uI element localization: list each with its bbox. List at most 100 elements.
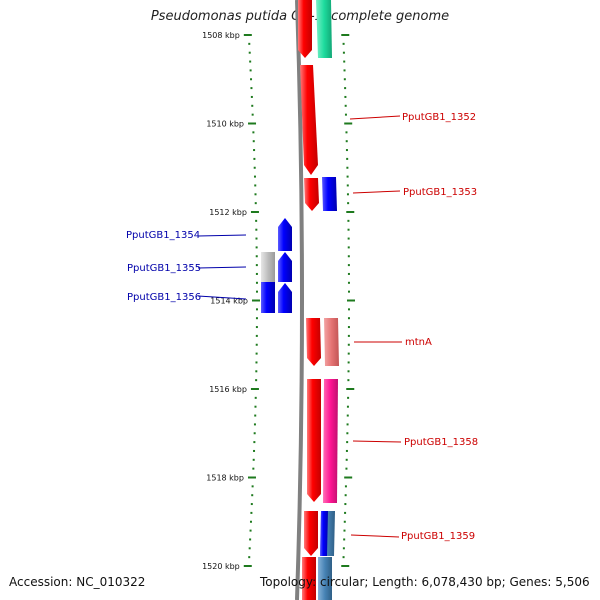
ruler-minor-tick xyxy=(255,219,258,222)
outer-minor-tick xyxy=(347,237,350,240)
ruler-minor-tick xyxy=(252,131,255,134)
outer-minor-tick xyxy=(344,95,347,98)
ruler-minor-tick xyxy=(253,432,256,435)
ruler-minor-tick xyxy=(253,175,256,178)
ruler-minor-tick xyxy=(249,69,252,72)
outer-minor-tick xyxy=(347,326,350,329)
gene-arrow[interactable] xyxy=(302,557,316,600)
outer-minor-tick xyxy=(347,202,350,205)
gene-label-pputgb1-1354[interactable]: PputGB1_1354 xyxy=(126,230,200,241)
ruler-major-tick xyxy=(247,476,256,479)
gene-arrow[interactable] xyxy=(278,252,292,282)
ruler-minor-tick xyxy=(255,334,258,337)
outer-minor-tick xyxy=(344,503,347,506)
ruler: 1508 kbp 1510 kbp 1512 kbp 1514 kbp 1516 kbp… xyxy=(202,31,260,571)
outer-major-tick xyxy=(344,476,353,479)
topology-text: Topology: circular; Length: 6,078,430 bp… xyxy=(260,575,590,589)
outer-minor-tick xyxy=(344,104,347,107)
outer-minor-tick xyxy=(346,414,349,417)
gene-label-pputgb1-1353[interactable]: PputGB1_1353 xyxy=(403,187,477,198)
outer-minor-tick xyxy=(346,405,349,408)
ruler-minor-tick xyxy=(248,556,251,559)
label-connector xyxy=(349,115,401,120)
outer-major-tick xyxy=(344,122,353,125)
ruler-minor-tick xyxy=(251,485,254,488)
ruler-minor-tick xyxy=(255,326,258,329)
outer-minor-tick xyxy=(343,529,346,532)
outer-minor-tick xyxy=(347,219,350,222)
outer-minor-tick xyxy=(347,317,350,320)
outer-minor-tick xyxy=(347,379,350,382)
ruler-minor-tick xyxy=(255,281,258,284)
outer-minor-tick xyxy=(343,60,346,63)
ruler-minor-tick xyxy=(248,42,251,45)
ruler-minor-tick xyxy=(251,113,254,116)
gene-arrow[interactable] xyxy=(307,379,321,502)
gene-block[interactable] xyxy=(261,252,275,282)
outer-minor-tick xyxy=(343,78,346,81)
gene-label-mtna[interactable]: mtnA xyxy=(405,337,432,348)
ruler-minor-tick xyxy=(253,441,256,444)
ruler-minor-tick xyxy=(255,228,258,231)
outer-minor-tick xyxy=(347,246,350,249)
ruler-minor-tick xyxy=(253,157,256,160)
ruler-tick-label: 1512 kbp xyxy=(209,208,247,217)
gene-arrow[interactable] xyxy=(304,178,319,211)
ruler-minor-tick xyxy=(254,396,257,399)
outer-minor-tick xyxy=(345,449,348,452)
ruler-minor-tick xyxy=(254,405,257,408)
gene-label-pputgb1-1359[interactable]: PputGB1_1359 xyxy=(401,531,475,542)
ruler-tick-label: 1520 kbp xyxy=(202,562,240,571)
outer-minor-tick xyxy=(342,547,345,550)
gene-block[interactable] xyxy=(261,282,275,313)
ruler-minor-tick xyxy=(249,520,252,523)
outer-minor-tick xyxy=(343,520,346,523)
gene-arrow[interactable] xyxy=(278,283,292,313)
ruler-major-tick xyxy=(251,299,260,302)
gene-label-pputgb1-1358[interactable]: PputGB1_1358 xyxy=(404,437,478,448)
ruler-minor-tick xyxy=(255,255,258,258)
gene-arrow[interactable] xyxy=(298,0,312,58)
outer-minor-tick xyxy=(347,255,350,258)
gene-label-pputgb1-1352[interactable]: PputGB1_1352 xyxy=(402,112,476,123)
outer-minor-tick xyxy=(344,511,347,514)
outer-minor-tick xyxy=(343,69,346,72)
ruler-minor-tick xyxy=(255,370,258,373)
ruler-minor-tick xyxy=(253,149,256,152)
gene-arrow[interactable] xyxy=(322,177,337,211)
outer-minor-tick xyxy=(344,113,347,116)
label-connector xyxy=(350,534,400,538)
outer-minor-tick xyxy=(347,308,350,311)
outer-minor-tick xyxy=(346,184,349,187)
ruler-minor-tick xyxy=(253,423,256,426)
ruler-minor-tick xyxy=(255,317,258,320)
ruler-minor-tick xyxy=(250,78,253,81)
outer-minor-tick xyxy=(347,396,350,399)
gene-arrow[interactable] xyxy=(323,379,338,503)
gene-label-pputgb1-1356[interactable]: PputGB1_1356 xyxy=(127,292,201,303)
ruler-tick-label: 1516 kbp xyxy=(209,385,247,394)
ruler-minor-tick xyxy=(255,246,258,249)
ruler-minor-tick xyxy=(255,237,258,240)
gene-arrow[interactable] xyxy=(304,511,318,556)
ruler-minor-tick xyxy=(252,140,255,143)
outer-major-tick xyxy=(341,565,350,567)
reverse-strand-genes xyxy=(261,218,292,313)
gene-arrow[interactable] xyxy=(318,557,332,600)
ruler-minor-tick xyxy=(255,272,258,275)
gene-label-pputgb1-1355[interactable]: PputGB1_1355 xyxy=(127,263,201,274)
gene-arrow[interactable] xyxy=(306,318,321,366)
gene-arrow[interactable] xyxy=(300,65,318,175)
outer-minor-tick xyxy=(346,175,349,178)
outer-minor-tick xyxy=(347,352,350,355)
gene-arrow[interactable] xyxy=(278,218,292,251)
gene-arrow[interactable] xyxy=(316,0,332,58)
ruler-minor-tick xyxy=(255,352,258,355)
outer-minor-tick xyxy=(346,193,349,196)
outer-minor-tick xyxy=(345,131,348,134)
gene-arrow[interactable] xyxy=(324,318,339,366)
ruler-minor-tick xyxy=(251,494,254,497)
outer-major-tick xyxy=(346,388,355,390)
ruler-minor-tick xyxy=(255,379,258,382)
gene-arrow[interactable] xyxy=(320,511,328,556)
